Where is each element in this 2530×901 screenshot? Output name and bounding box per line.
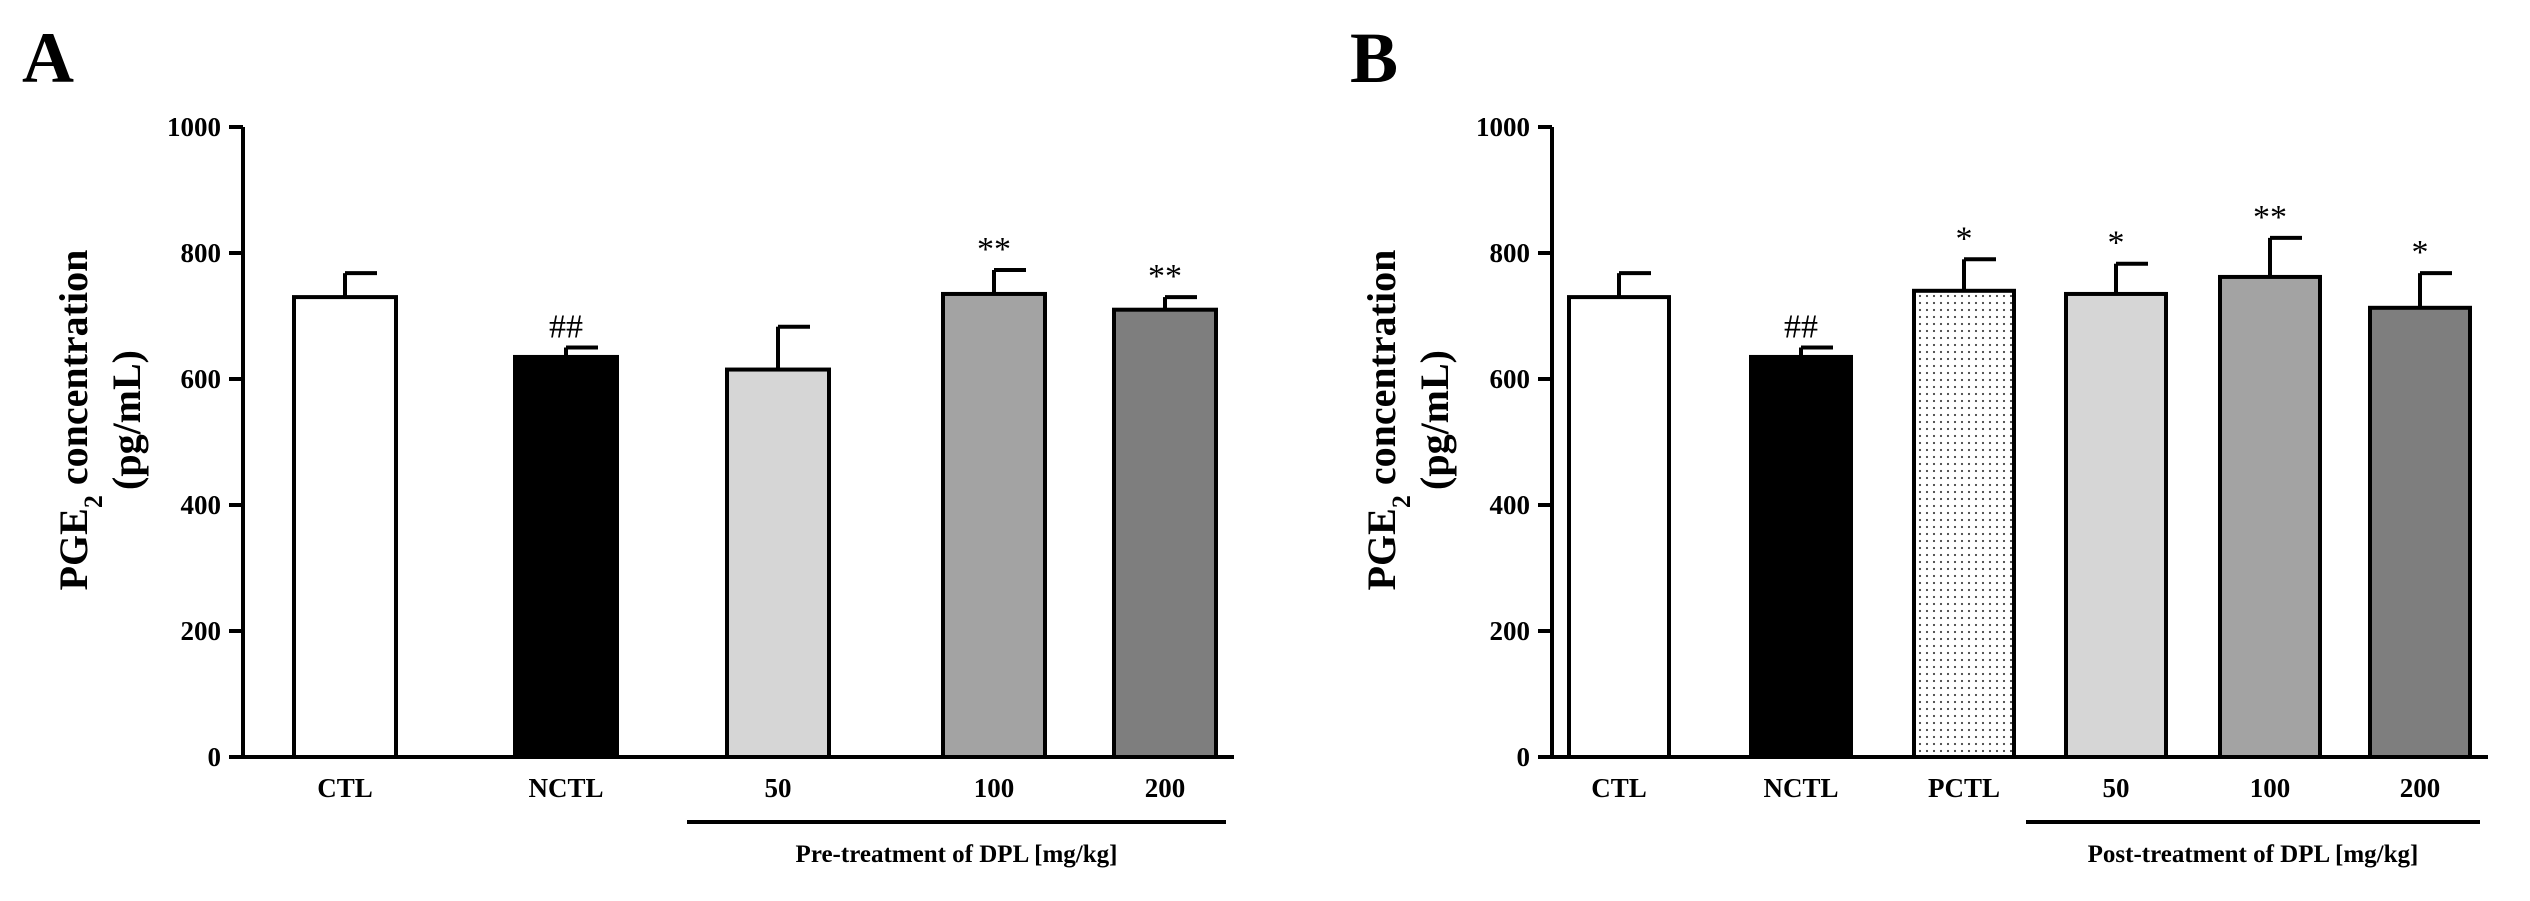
panel-a-y-tick-label: 600: [181, 364, 222, 394]
panel-b-category-label-5: 200: [2400, 773, 2441, 803]
panel-b-y-tick-label: 600: [1490, 364, 1531, 394]
panel-b-bar-nctl: [1749, 354, 1853, 759]
panel-b-y-axis-unit: (pg/mL): [1412, 350, 1457, 490]
panel-a-bar-nctl: [513, 354, 619, 759]
panel-b-bar-50: [2064, 291, 2168, 759]
panel-a-bar-ctl: [292, 295, 398, 759]
panel-b-category-label-3: 50: [2103, 773, 2130, 803]
panel-a-category-label-4: 200: [1145, 773, 1186, 803]
panel-b-y-tick-label: 200: [1490, 616, 1531, 646]
panel-a-y-tick-label: 400: [181, 490, 222, 520]
panel-a-significance-3: **: [977, 231, 1011, 268]
panel-b-category-label-2: PCTL: [1928, 773, 2000, 803]
panel-b-category-label-1: NCTL: [1763, 773, 1838, 803]
panel-a-significance-1: ##: [549, 309, 583, 346]
panel-b-significance-5: *: [2412, 234, 2429, 271]
panel-a-y-tick-label: 0: [208, 742, 222, 772]
panel-a-category-label-0: CTL: [317, 773, 373, 803]
panel-b-category-label-4: 100: [2250, 773, 2291, 803]
panel-b-y-tick-label: 1000: [1476, 112, 1530, 142]
panel-b-y-axis-label: PGE2 concentration: [1359, 250, 1416, 591]
panel-a-plot-area: 0 200 400 600 800 1000 CTL ## NCTL 50 ** 100 ** 200 Pr…: [167, 112, 1234, 868]
panel-a-category-label-1: NCTL: [528, 773, 603, 803]
panel-b-letter: B: [1350, 18, 1398, 98]
panel-a: A PGE2 concentration (pg/mL) 0 200 400 600 8…: [22, 18, 1234, 868]
panel-a-bar-200: [1112, 307, 1218, 759]
panel-b-bar-ctl: [1567, 295, 1671, 759]
panel-b-significance-1: ##: [1784, 309, 1818, 346]
panel-a-y-axis-label: PGE2 concentration: [51, 250, 108, 591]
panel-b-y-tick-label: 0: [1517, 742, 1531, 772]
panel-a-letter: A: [22, 18, 74, 98]
panel-b-category-label-0: CTL: [1591, 773, 1647, 803]
panel-a-category-label-3: 100: [974, 773, 1015, 803]
panel-b: B PGE2 concentration (pg/mL) 0 200 400 600 8…: [1350, 18, 2488, 868]
panel-a-bar-100: [941, 291, 1047, 759]
panel-b-significance-3: *: [2108, 225, 2125, 262]
panel-a-group-label: Pre-treatment of DPL [mg/kg]: [796, 841, 1118, 868]
panel-a-category-label-2: 50: [765, 773, 792, 803]
panel-b-group-label: Post-treatment of DPL [mg/kg]: [2088, 841, 2419, 868]
panel-b-significance-2: *: [1956, 220, 1973, 257]
panel-a-y-tick-label: 800: [181, 238, 222, 268]
panel-b-bar-200: [2368, 305, 2472, 759]
panel-a-significance-4: **: [1148, 258, 1182, 295]
panel-a-y-tick-label: 1000: [167, 112, 221, 142]
panel-b-bar-100: [2218, 274, 2322, 759]
panel-a-y-tick-label: 200: [181, 616, 222, 646]
panel-a-y-axis-unit: (pg/mL): [104, 350, 149, 490]
panel-b-y-tick-label: 400: [1490, 490, 1531, 520]
panel-b-bar-pctl: [1912, 288, 2016, 759]
panel-b-y-tick-label: 800: [1490, 238, 1531, 268]
panel-b-plot-area: 0 200 400 600 800 1000 CTL ## NCTL * PCTL * 50 ** 100 *…: [1476, 112, 2488, 868]
panel-a-bar-50: [725, 367, 831, 759]
panel-b-significance-4: **: [2253, 199, 2287, 236]
